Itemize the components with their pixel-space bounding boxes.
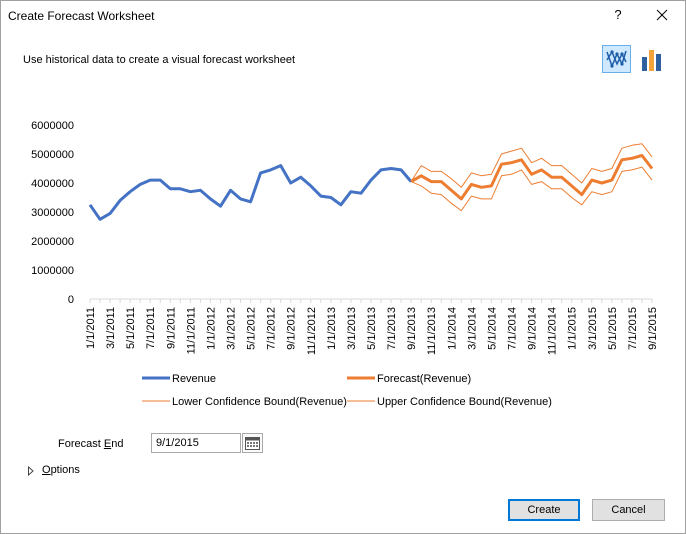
x-tick-label: 3/1/2012 (226, 307, 238, 350)
x-tick-label: 7/1/2015 (627, 307, 639, 350)
legend-label: Forecast(Revenue) (377, 373, 471, 385)
y-tick-label: 0 (68, 294, 74, 306)
line-chart-type-button[interactable] (602, 45, 631, 73)
forecast-end-label: Forecast End (58, 438, 124, 450)
legend-label: Lower Confidence Bound(Revenue) (172, 396, 347, 408)
x-tick-label: 3/1/2013 (346, 307, 358, 350)
x-tick-label: 7/1/2013 (386, 307, 398, 350)
y-tick-label: 1000000 (31, 265, 74, 277)
x-tick-label: 7/1/2014 (507, 307, 519, 350)
create-button[interactable]: Create (508, 499, 580, 521)
x-tick-label: 1/1/2014 (446, 307, 458, 350)
y-tick-label: 3000000 (31, 207, 74, 219)
dialog-subtitle: Use historical data to create a visual f… (23, 54, 296, 66)
close-icon (656, 9, 668, 21)
x-tick-label: 5/1/2013 (366, 307, 378, 350)
help-button[interactable]: ? (614, 7, 622, 22)
x-tick-label: 9/1/2014 (527, 307, 539, 350)
x-tick-label: 3/1/2014 (466, 307, 478, 350)
column-chart-type-button[interactable] (639, 47, 665, 73)
x-tick-label: 7/1/2011 (145, 307, 157, 349)
x-tick-label: 7/1/2012 (266, 307, 278, 350)
series-line (410, 166, 653, 212)
x-tick-label: 9/1/2013 (406, 307, 418, 350)
x-tick-label: 11/1/2013 (426, 307, 438, 355)
legend-label: Upper Confidence Bound(Revenue) (377, 396, 552, 408)
x-tick-label: 1/1/2013 (326, 307, 338, 350)
series-line (410, 154, 654, 201)
calendar-button[interactable] (242, 433, 263, 453)
x-tick-label: 1/1/2012 (205, 307, 217, 350)
legend-label: Revenue (172, 373, 216, 385)
forecast-end-date-field[interactable]: 9/1/2015 (151, 433, 241, 453)
x-tick-label: 3/1/2011 (105, 307, 117, 349)
series-line (88, 164, 413, 221)
x-tick-label: 5/1/2012 (246, 307, 258, 350)
dialog-title: Create Forecast Worksheet (8, 9, 155, 23)
x-tick-label: 1/1/2011 (85, 307, 97, 349)
x-tick-label: 1/1/2015 (567, 307, 579, 350)
triangle-right-icon[interactable] (27, 466, 35, 476)
y-tick-label: 5000000 (31, 149, 74, 161)
y-tick-label: 2000000 (31, 236, 74, 248)
x-tick-label: 5/1/2011 (125, 307, 137, 349)
series-line (410, 143, 653, 188)
x-tick-label: 9/1/2012 (286, 307, 298, 350)
close-button[interactable] (649, 3, 675, 27)
y-tick-label: 6000000 (31, 120, 74, 132)
x-tick-label: 9/1/2011 (165, 307, 177, 349)
x-tick-label: 11/1/2012 (306, 307, 318, 355)
x-tick-label: 5/1/2014 (486, 307, 498, 350)
options-expander[interactable]: Options (42, 464, 80, 476)
line-chart-icon (606, 50, 627, 69)
column-chart-icon (642, 50, 661, 71)
x-tick-label: 5/1/2015 (607, 307, 619, 350)
x-tick-label: 11/1/2011 (185, 307, 197, 354)
x-tick-label: 9/1/2015 (647, 307, 659, 350)
cancel-button[interactable]: Cancel (592, 499, 665, 521)
forecast-chart: 0 1000000 2000000 3000000 4000000 5000000 6000… (31, 120, 659, 408)
calendar-icon (245, 437, 260, 450)
x-tick-label: 11/1/2014 (547, 307, 559, 355)
y-tick-label: 4000000 (31, 178, 74, 190)
x-tick-label: 3/1/2015 (587, 307, 599, 350)
